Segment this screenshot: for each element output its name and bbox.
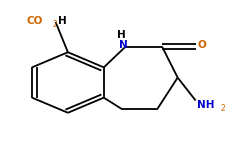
- Text: N: N: [119, 40, 128, 50]
- Text: CO: CO: [27, 16, 43, 26]
- Text: O: O: [197, 40, 206, 50]
- Text: 2: 2: [52, 20, 57, 29]
- Text: H: H: [59, 16, 67, 26]
- Text: NH: NH: [197, 100, 214, 110]
- Text: H: H: [117, 30, 126, 40]
- Text: 2: 2: [221, 104, 225, 113]
